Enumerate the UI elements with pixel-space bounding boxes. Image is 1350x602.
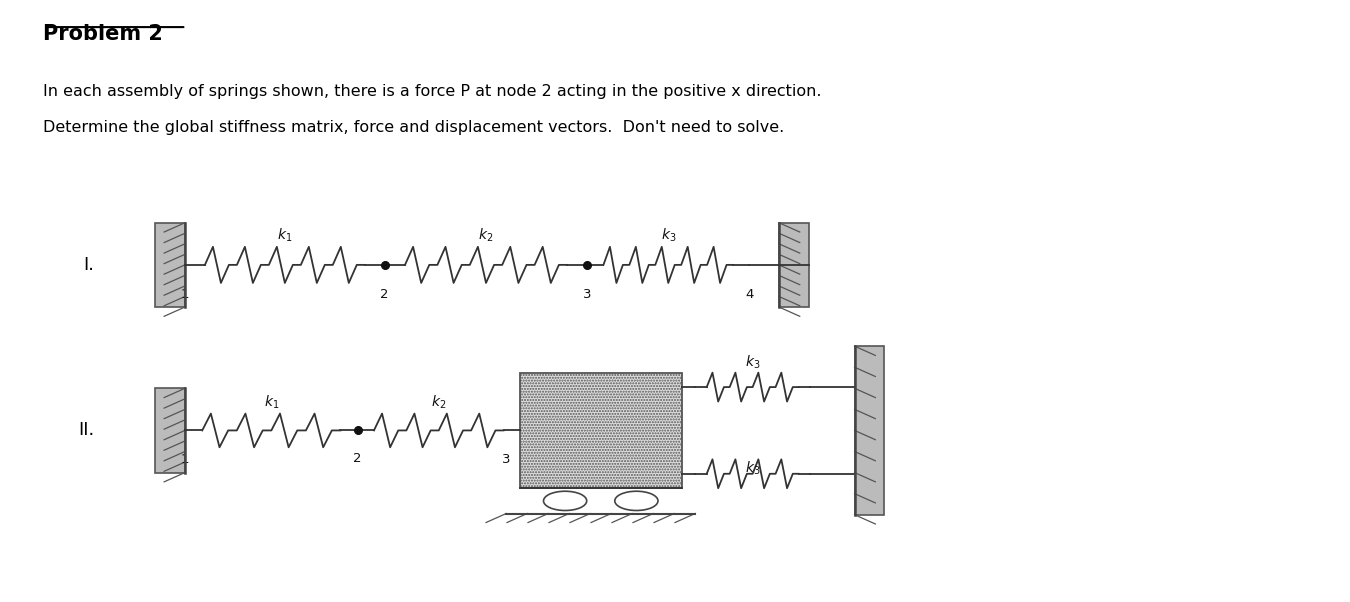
Text: Problem 2: Problem 2 [43,24,163,44]
Text: In each assembly of springs shown, there is a force P at node 2 acting in the po: In each assembly of springs shown, there… [43,84,822,99]
Text: $k_1$: $k_1$ [263,394,279,411]
Text: 3: 3 [583,288,591,301]
Text: $k_2$: $k_2$ [431,394,447,411]
Text: 2: 2 [354,452,362,465]
Text: Determine the global stiffness matrix, force and displacement vectors.  Don't ne: Determine the global stiffness matrix, f… [43,120,784,135]
Text: 4: 4 [745,288,753,301]
Text: $k_3$: $k_3$ [660,226,676,244]
Text: $k_1$: $k_1$ [277,226,293,244]
Text: I.: I. [84,256,95,274]
Text: 2: 2 [381,288,389,301]
Text: 1: 1 [181,453,189,467]
Bar [155,223,185,307]
Bar [855,346,884,515]
Text: II.: II. [78,421,94,439]
Bar [520,373,682,488]
Text: 3: 3 [502,453,510,467]
Bar [155,388,185,473]
Text: 4: 4 [871,424,879,437]
Text: $k_3$: $k_3$ [745,354,760,371]
Text: 1: 1 [181,288,189,301]
Text: $k_2$: $k_2$ [478,226,494,244]
Text: $k_3$: $k_3$ [745,460,760,477]
Bar [779,223,809,307]
